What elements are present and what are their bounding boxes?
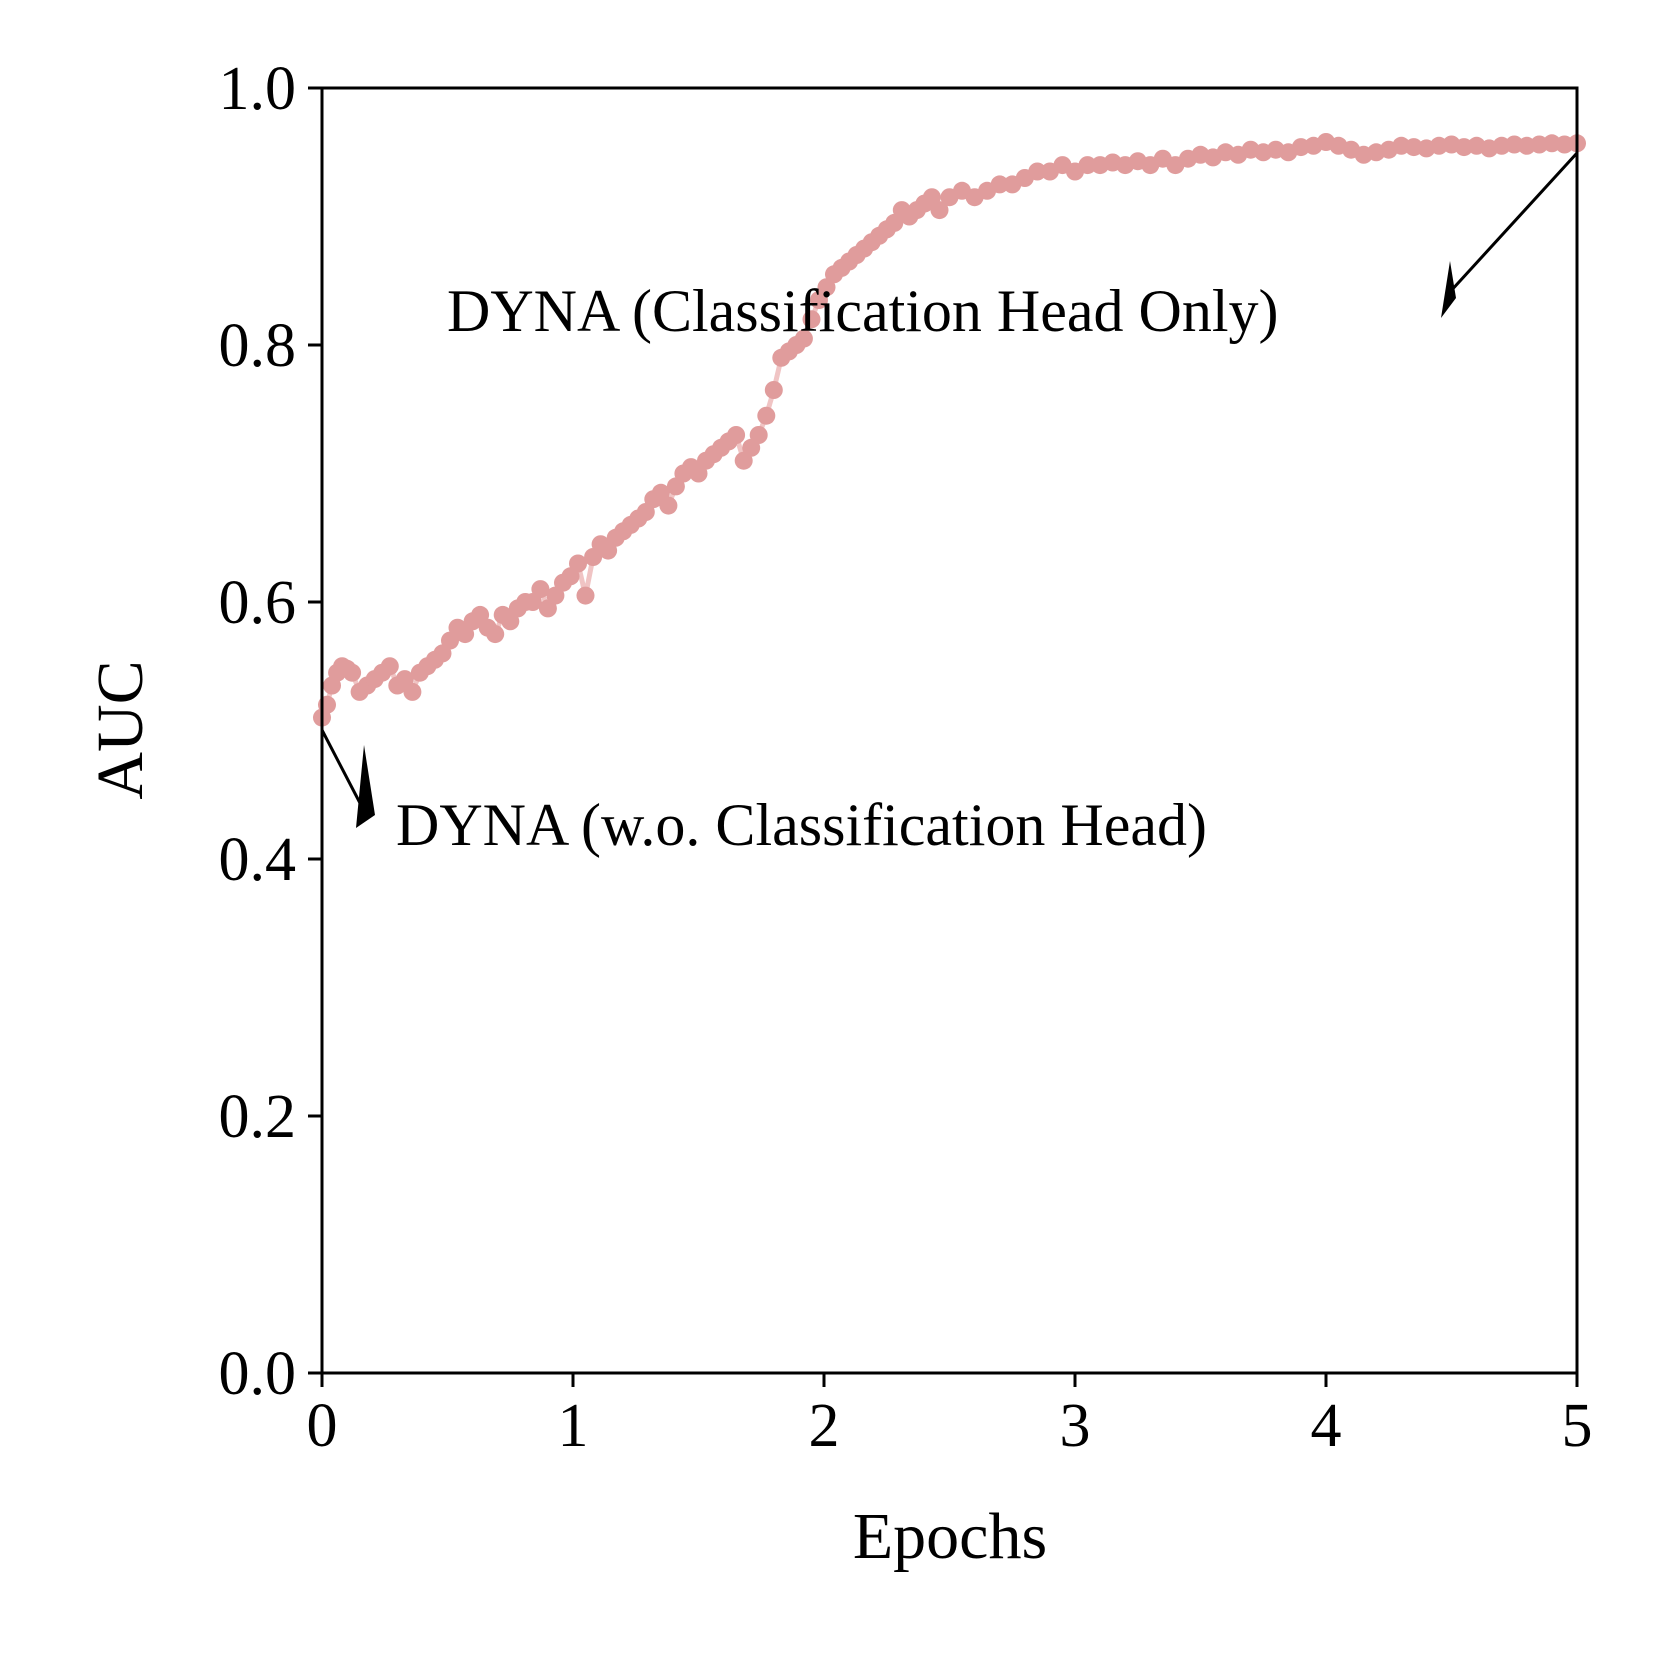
data-point [764, 381, 783, 399]
y-tick-label: 0.2 [219, 1083, 297, 1151]
x-tick-label: 0 [307, 1392, 338, 1460]
data-point [757, 406, 776, 425]
data-point [343, 663, 362, 682]
x-tick-label: 5 [1562, 1392, 1593, 1460]
data-point [569, 554, 587, 573]
annotation-text-bottom: DYNA (w.o. Classification Head) [396, 792, 1207, 858]
annotations: DYNA (Classification Head Only) DYNA (w.… [320, 151, 1579, 858]
data-point [990, 175, 1009, 194]
data-point [659, 496, 678, 515]
data-point [794, 329, 813, 348]
annotation-arrowhead-bottom [356, 745, 375, 828]
y-tick-label: 0.0 [219, 1340, 297, 1408]
data-series [313, 133, 1586, 727]
data-point [727, 426, 746, 444]
data-point [403, 682, 422, 701]
data-point [1028, 162, 1047, 181]
x-tick-label: 4 [1311, 1392, 1342, 1460]
data-point [576, 586, 595, 605]
data-point [749, 426, 768, 444]
y-tick-label: 0.4 [219, 826, 297, 894]
data-point [486, 625, 505, 644]
annotation-arrow-bottom [320, 729, 363, 806]
data-point [930, 201, 949, 220]
y-tick-label: 1.0 [219, 55, 297, 123]
x-tick-label: 1 [558, 1392, 589, 1460]
x-tick-label: 2 [809, 1392, 840, 1460]
x-tick-label: 3 [1060, 1392, 1091, 1460]
y-tick-label: 0.6 [219, 569, 297, 637]
series-line [319, 139, 1578, 719]
annotation-arrow-top [1447, 151, 1579, 295]
y-axis: 0.0 0.2 0.4 0.6 0.8 1.0 [219, 55, 322, 1408]
annotation-arrowhead-top [1441, 261, 1456, 318]
x-axis-title: Epochs [853, 1500, 1047, 1573]
x-axis: 0 1 2 3 4 5 [307, 1373, 1593, 1460]
data-point [802, 310, 821, 329]
data-point [380, 657, 399, 676]
data-point [531, 580, 550, 599]
data-point [1078, 156, 1097, 175]
annotation-text-top: DYNA (Classification Head Only) [447, 278, 1279, 344]
y-tick-label: 0.8 [219, 312, 297, 380]
y-axis-title: AUC [84, 660, 157, 799]
